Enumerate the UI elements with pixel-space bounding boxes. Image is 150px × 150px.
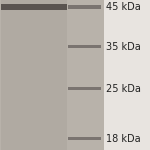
Text: 45 kDa: 45 kDa — [106, 2, 141, 12]
Text: 35 kDa: 35 kDa — [106, 42, 141, 51]
Text: 18 kDa: 18 kDa — [106, 134, 141, 144]
Bar — [68, 87, 101, 90]
Bar — [0, 0, 104, 150]
Bar — [2, 0, 67, 150]
Bar — [68, 5, 101, 9]
Bar — [68, 137, 101, 140]
Bar — [68, 0, 101, 150]
Bar — [68, 45, 101, 48]
Bar — [2, 4, 67, 10]
Text: 25 kDa: 25 kDa — [106, 84, 141, 93]
